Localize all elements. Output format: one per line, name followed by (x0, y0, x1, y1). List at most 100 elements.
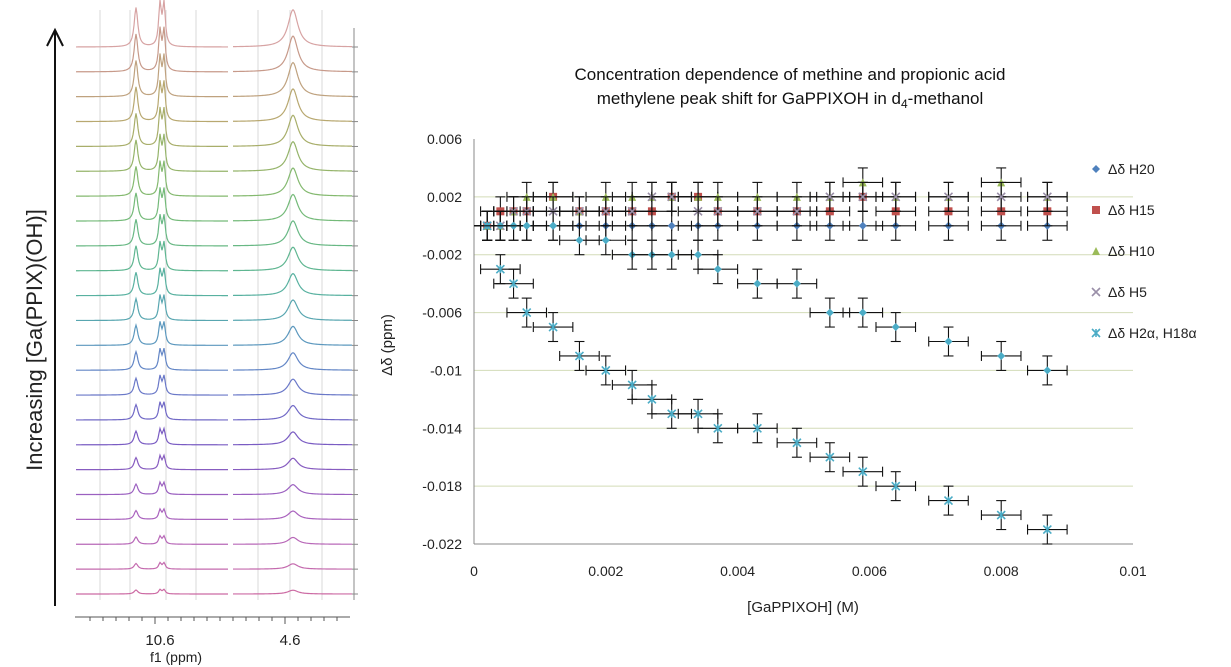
chart-point (944, 337, 953, 346)
nmr-trace (76, 347, 228, 371)
nmr-trace (232, 484, 352, 496)
nmr-trace (76, 53, 228, 98)
chart-y-tick-label: -0.006 (422, 305, 462, 321)
nmr-trace (76, 321, 228, 346)
chart-point (858, 467, 868, 477)
nmr-trace (232, 140, 353, 172)
chart-point (792, 438, 802, 448)
chart-point (575, 236, 584, 245)
chart-point (508, 279, 519, 289)
chart-point (713, 206, 723, 216)
nmr-trace (232, 35, 353, 73)
nmr-trace (232, 220, 353, 247)
nmr-trace (233, 589, 352, 595)
chart-point (943, 192, 954, 202)
chart-point (825, 452, 835, 462)
chart-point (891, 323, 900, 332)
nmr-trace (76, 187, 228, 222)
chart-point (601, 206, 611, 216)
chart-y-tick-label: -0.022 (422, 536, 462, 552)
chart-series-2 (474, 167, 1068, 241)
chart-point (1042, 524, 1052, 535)
nmr-trace (76, 401, 228, 421)
nmr-trace (232, 536, 352, 545)
nmr-trace (75, 294, 228, 322)
chart-y-tick-label: 0.006 (427, 131, 462, 147)
nmr-trace (76, 214, 228, 247)
nmr-trace (76, 480, 228, 496)
chart-point (858, 192, 868, 202)
chart-title-line2-prefix: methylene peak shift for GaPPIXOH in d (597, 89, 901, 108)
nmr-trace (76, 507, 228, 520)
chart-point (601, 365, 611, 375)
nmr-trace (76, 561, 228, 570)
chart-x-tick-label: 0.006 (852, 563, 887, 579)
chart-point (997, 351, 1006, 360)
nmr-trace (232, 272, 353, 297)
nmr-trace (75, 26, 229, 73)
nmr-trace (233, 457, 353, 471)
nmr-trace (76, 0, 228, 48)
nmr-trace (76, 588, 228, 595)
legend-label: Δδ H5 (1108, 284, 1147, 300)
nmr-axis-break (228, 10, 233, 602)
chart-point (667, 221, 676, 230)
nmr-trace (232, 61, 353, 97)
nmr-tick-label-4-6: 4.6 (280, 632, 301, 649)
nmr-trace (76, 374, 228, 396)
chart-point (601, 236, 610, 245)
nmr-trace (76, 133, 228, 172)
chart-y-tick-label: -0.002 (422, 247, 462, 263)
nmr-trace (233, 563, 352, 570)
chart-series-5 (474, 210, 1068, 386)
chart-x-tick-label: 0.004 (720, 563, 755, 579)
chart-point (667, 409, 677, 419)
nmr-arrow-label: Increasing [Ga(PPIX)(OH)] (22, 209, 47, 471)
chart-point (996, 510, 1006, 520)
chart-legend: Δδ H20 Δδ H15 Δδ H10 Δδ H5 Δδ H2α, H18α (1091, 161, 1197, 341)
chart-point (574, 206, 585, 216)
chart-point (693, 409, 703, 419)
chart-y-tick-labels: 0.006 0.002 -0.002 -0.006 -0.01 -0.014 -0.018 -… (422, 131, 462, 552)
chart-x-tick-label: 0.002 (588, 563, 623, 579)
nmr-traces (75, 0, 358, 602)
chart-point (713, 423, 723, 433)
chart-marks (474, 167, 1068, 545)
chart-y-tick-label: 0.002 (427, 189, 462, 205)
nmr-trace (233, 404, 353, 421)
chart-point (752, 423, 762, 433)
chart-point (627, 380, 637, 390)
chart-point (667, 192, 677, 202)
chart-point (792, 279, 801, 288)
chart-point (522, 221, 531, 230)
chart-point (549, 221, 558, 230)
nmr-trace (232, 510, 352, 520)
nmr-xlabel: f1 (ppm) (150, 649, 202, 665)
chart-point (858, 221, 867, 230)
chart-xlabel: [GaPPIXOH] (M) (747, 599, 859, 616)
nmr-trace (232, 193, 353, 222)
nmr-trace (233, 378, 353, 396)
nmr-trace (76, 534, 228, 545)
nmr-trace (232, 167, 353, 197)
chart-axes (473, 139, 1133, 545)
nmr-trace (76, 426, 228, 446)
chart-point (792, 206, 802, 216)
nmr-trace (233, 352, 353, 371)
nmr-trace (76, 80, 228, 123)
chart-title-line2: methylene peak shift for GaPPIXOH in d4-… (597, 89, 984, 111)
legend-label: Δδ H20 (1108, 161, 1155, 177)
chart-ylabel: Δδ (ppm) (379, 314, 396, 376)
chart-series-3 (474, 181, 1068, 241)
chart-point (858, 308, 867, 317)
chart-point (891, 481, 901, 491)
chart-x-tick-label: 0 (470, 563, 478, 579)
chart-y-tick-label: -0.01 (430, 362, 462, 378)
chart-x-tick-label: 0.008 (984, 563, 1019, 579)
chart-title-line2-sub: 4 (901, 97, 908, 111)
legend-marker (1092, 247, 1100, 255)
chart-title-line1: Concentration dependence of methine and … (575, 65, 1006, 84)
nmr-trace (232, 299, 353, 321)
chart-point (647, 394, 657, 404)
